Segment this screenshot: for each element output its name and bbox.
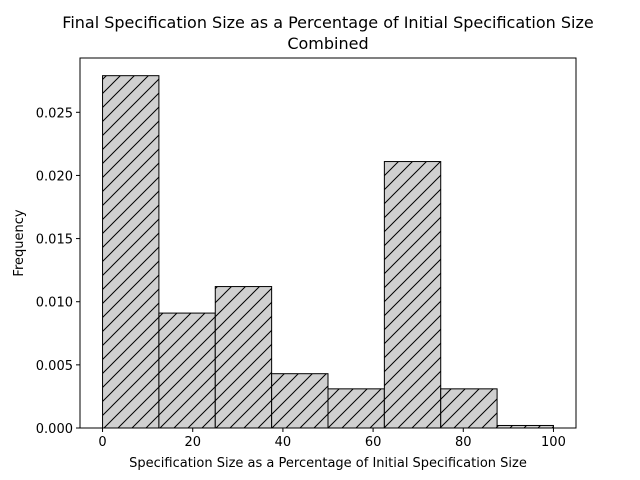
histogram-bar <box>327 388 385 429</box>
histogram-bar <box>271 373 329 429</box>
y-tick-label: 0.005 <box>36 359 73 374</box>
x-tick-label: 60 <box>365 435 382 450</box>
y-tick-label: 0.000 <box>36 422 73 437</box>
histogram-bar <box>214 286 273 429</box>
x-axis-label: Specification Size as a Percentage of In… <box>129 456 527 471</box>
histogram-bar <box>102 75 160 429</box>
x-axis: 0 20 40 60 80 100 <box>98 428 566 450</box>
y-tick-label: 0.010 <box>36 296 73 311</box>
x-tick-label: 0 <box>98 435 106 450</box>
bars-group <box>102 75 554 429</box>
histogram-bar <box>440 388 498 429</box>
x-tick-label: 20 <box>184 435 201 450</box>
y-tick-label: 0.015 <box>36 233 73 248</box>
plot-frame <box>79 57 577 429</box>
y-tick-label: 0.020 <box>36 169 73 184</box>
y-tick-label: 0.025 <box>36 106 73 121</box>
chart-subtitle: Combined <box>287 34 368 53</box>
chart-title: Final Specification Size as a Percentage… <box>62 13 593 32</box>
x-tick-label: 100 <box>541 435 566 450</box>
y-axis-label: Frequency <box>12 209 27 276</box>
histogram-bar <box>158 312 216 429</box>
histogram-bar <box>383 161 442 429</box>
y-axis: 0.000 0.005 0.010 0.015 0.020 0.025 <box>36 106 80 437</box>
x-tick-label: 40 <box>275 435 292 450</box>
x-tick-label: 80 <box>455 435 472 450</box>
